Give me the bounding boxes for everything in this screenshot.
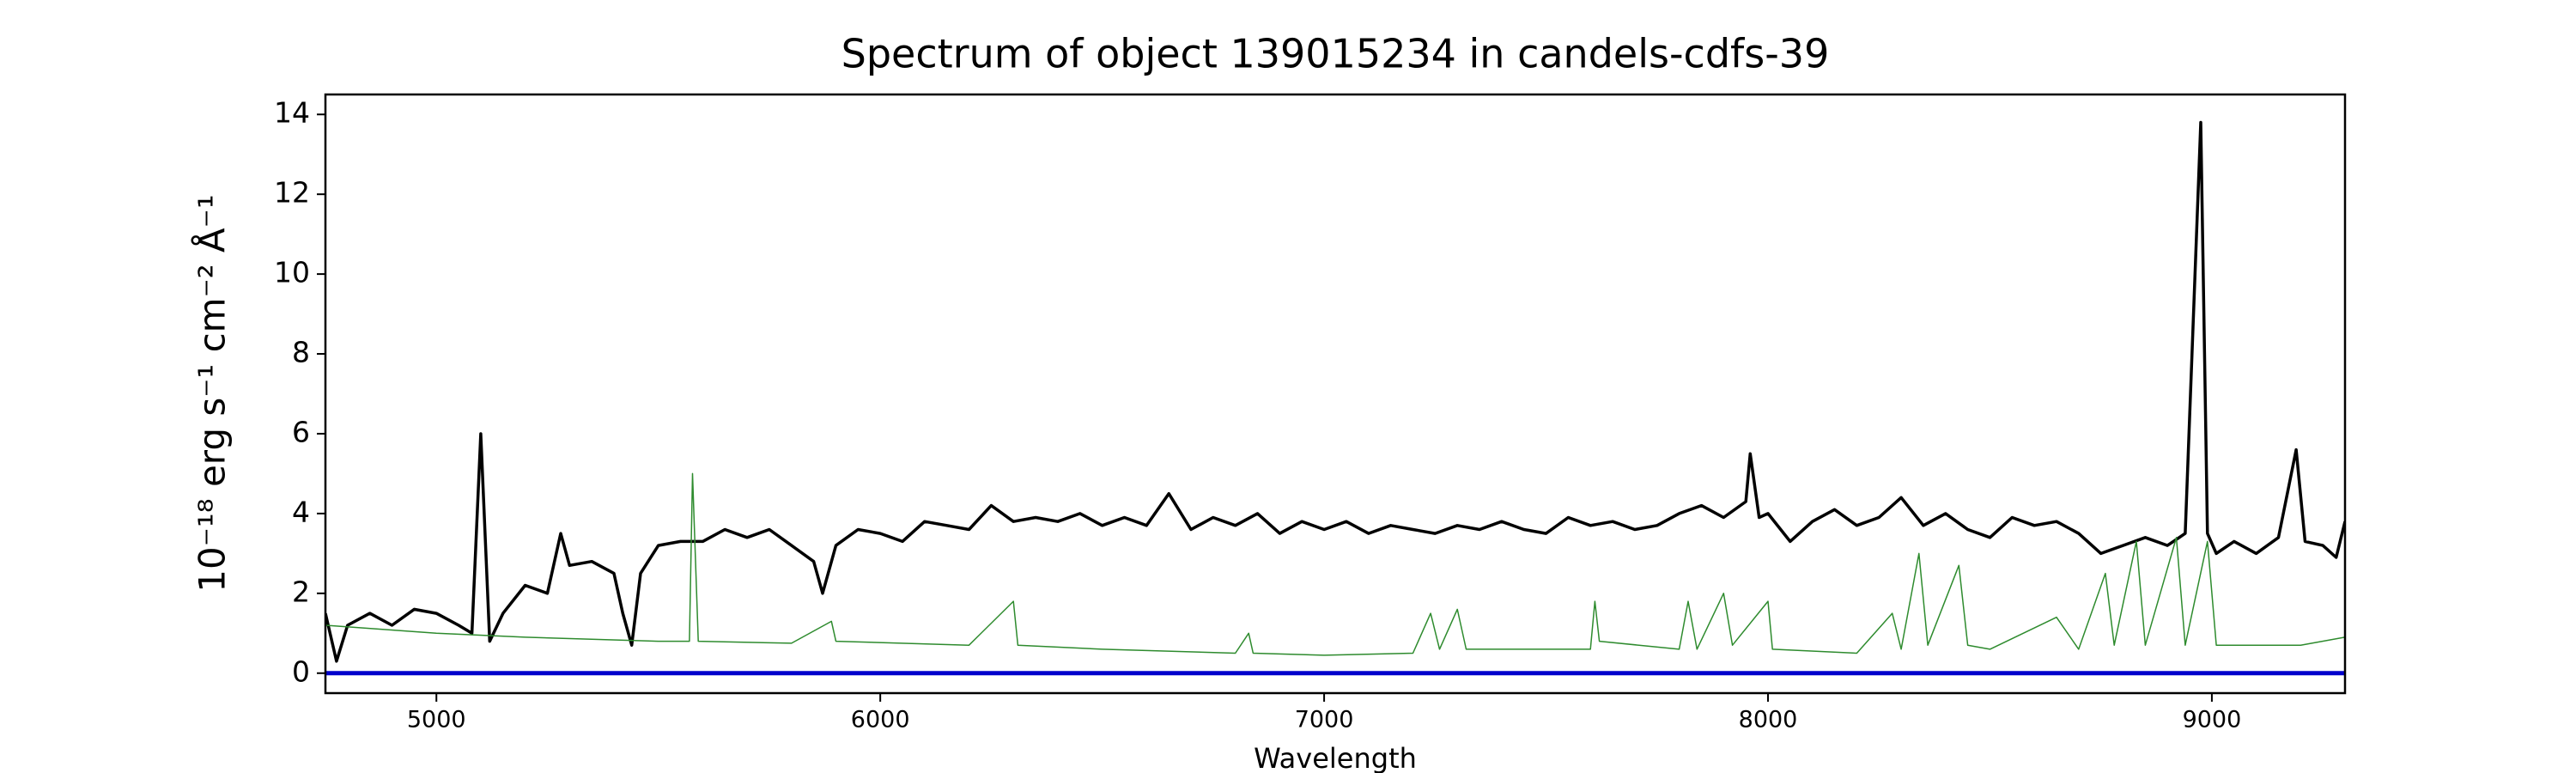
x-tick-label: 6000 bbox=[851, 707, 910, 733]
x-axis-label: Wavelength bbox=[1254, 742, 1417, 773]
y-tick-label: 8 bbox=[292, 336, 310, 369]
y-tick-label: 4 bbox=[292, 495, 310, 528]
spectrum-line bbox=[325, 120, 2345, 663]
plot-area bbox=[325, 120, 2345, 676]
y-tick-label: 10 bbox=[274, 256, 310, 289]
y-tick-label: 14 bbox=[274, 96, 310, 130]
x-tick-label: 8000 bbox=[1739, 707, 1798, 733]
y-tick-label: 2 bbox=[292, 575, 310, 608]
y-axis-label: 10⁻¹⁸ erg s⁻¹ cm⁻² Å⁻¹ bbox=[191, 194, 234, 592]
plot-frame bbox=[324, 93, 2347, 695]
y-tick-label: 12 bbox=[274, 176, 310, 210]
x-tick-label: 9000 bbox=[2183, 707, 2242, 733]
y-tick-label: 0 bbox=[292, 654, 310, 688]
x-tick-label: 5000 bbox=[407, 707, 466, 733]
chart-title: Spectrum of object 139015234 in candels-… bbox=[841, 31, 1830, 77]
y-tick-label: 6 bbox=[292, 415, 310, 448]
x-tick-label: 7000 bbox=[1295, 707, 1354, 733]
spectrum-line bbox=[325, 472, 2345, 656]
